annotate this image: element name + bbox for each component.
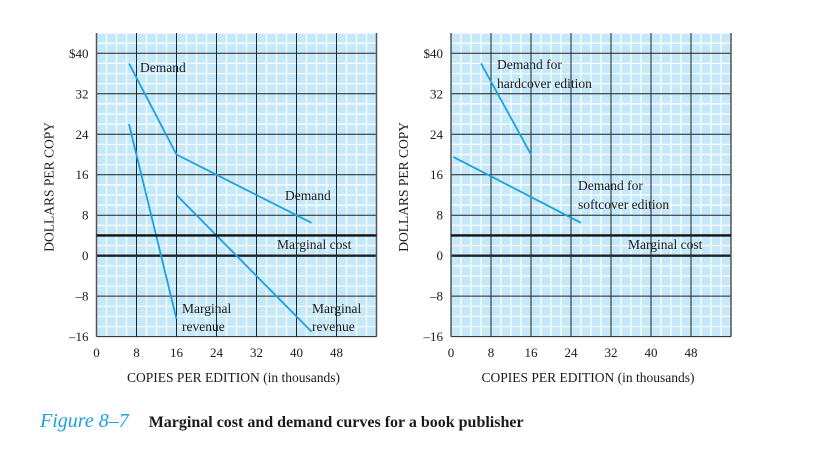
- curve-annotation: Marginal: [182, 301, 231, 316]
- curve-annotation: hardcover edition: [497, 76, 592, 91]
- y-tick-label: –16: [423, 329, 444, 344]
- figure-number: Figure 8–7: [40, 410, 129, 432]
- y-tick-label: 0: [82, 248, 89, 263]
- y-tick-label: –8: [429, 289, 443, 304]
- y-tick-label: 8: [437, 208, 444, 223]
- y-tick-label: 16: [76, 167, 90, 182]
- x-tick-label: 32: [250, 345, 263, 360]
- y-tick-label: 16: [430, 167, 444, 182]
- x-axis-label: COPIES PER EDITION (in thousands): [482, 370, 695, 385]
- x-tick-label: 24: [210, 345, 224, 360]
- y-tick-label: –16: [68, 329, 89, 344]
- curve-annotation: Marginal cost: [628, 237, 703, 252]
- curve-annotation: Demand: [140, 60, 186, 75]
- x-tick-label: 8: [133, 345, 140, 360]
- curve-annotation: Demand for: [578, 178, 643, 193]
- x-tick-label: 0: [93, 345, 100, 360]
- figure-title: Marginal cost and demand curves for a bo…: [148, 414, 524, 431]
- x-tick-label: 16: [170, 345, 184, 360]
- curve-annotation: Marginal: [312, 301, 361, 316]
- y-tick-label: –8: [75, 289, 89, 304]
- x-tick-label: 16: [525, 345, 539, 360]
- curve-annotation: Demand for: [497, 57, 562, 72]
- y-tick-label: 8: [82, 208, 89, 223]
- x-tick-label: 40: [290, 345, 303, 360]
- y-tick-label: 24: [430, 127, 444, 142]
- curve-annotation: revenue: [312, 319, 355, 334]
- series-line-demand-for-hardcover-edition: [480, 62, 532, 155]
- x-axis-label: COPIES PER EDITION (in thousands): [127, 370, 340, 385]
- curve-annotation: Demand: [285, 188, 331, 203]
- x-tick-label: 32: [605, 345, 618, 360]
- chart-2: $40 32 24 16 8 0 –8 –16 0 8 16 24 32 40 48 COPIES PER E…: [396, 32, 732, 385]
- series-line-marginal-revenue: [175, 194, 313, 333]
- y-tick-label: 0: [437, 248, 444, 263]
- series-line-demand-for-softcover-edition: [453, 156, 582, 224]
- x-tick-label: 0: [448, 345, 455, 360]
- curve-annotation: revenue: [182, 319, 225, 334]
- figure-caption: Figure 8–7 Marginal cost and demand curv…: [40, 410, 524, 433]
- x-tick-label: 48: [685, 345, 698, 360]
- series-line-marginal-revenue: [128, 123, 178, 320]
- x-tick-label: 8: [488, 345, 495, 360]
- y-axis-label: DOLLARS PER COPY: [42, 122, 57, 252]
- y-tick-label: $40: [69, 46, 89, 61]
- chart-1: $40 32 24 16 8 0 –8 –16 0 8 16 24 32 40 48 COPIES PER E…: [42, 32, 378, 385]
- y-tick-label: 24: [76, 127, 90, 142]
- x-tick-label: 48: [330, 345, 343, 360]
- y-tick-label: 32: [430, 86, 443, 101]
- x-tick-label: 40: [645, 345, 658, 360]
- y-tick-label: $40: [424, 46, 444, 61]
- curve-annotation: softcover edition: [578, 197, 669, 212]
- x-tick-label: 24: [565, 345, 579, 360]
- y-axis-label: DOLLARS PER COPY: [396, 122, 411, 252]
- y-tick-label: 32: [76, 86, 89, 101]
- series-line-demand: [128, 63, 312, 224]
- curve-annotation: Marginal cost: [277, 237, 352, 252]
